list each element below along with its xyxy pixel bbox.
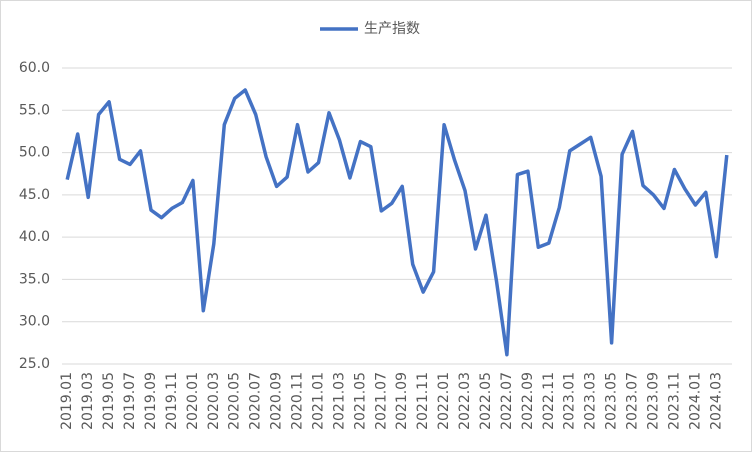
x-tick-label: 2019.01 [59,372,75,430]
x-tick-label: 2019.07 [122,372,138,430]
x-tick-label: 2021.09 [394,372,410,430]
x-tick-label: 2023.03 [583,372,599,430]
x-tick-label: 2023.01 [562,372,578,430]
y-tick-label: 30.0 [19,314,50,330]
x-tick-label: 2022.07 [499,372,515,430]
x-tick-label: 2021.05 [352,372,368,430]
y-tick-label: 50.0 [19,145,50,161]
x-tick-label: 2022.05 [478,372,494,430]
x-tick-label: 2019.05 [101,372,117,430]
x-tick-label: 2022.03 [457,372,473,430]
x-tick-label: 2022.01 [436,372,452,430]
data-line [65,88,729,357]
y-tick-label: 35.0 [19,271,50,287]
y-tick-label: 45.0 [19,187,50,203]
x-tick-label: 2023.11 [666,372,682,430]
x-tick-label: 2023.09 [645,372,661,430]
x-tick-label: 2020.03 [206,372,222,430]
x-tick-label: 2021.07 [373,372,389,430]
x-tick-label: 2020.07 [248,372,264,430]
x-tick-label: 2020.05 [227,372,243,430]
x-tick-label: 2024.03 [708,372,724,430]
x-tick-label: 2024.01 [687,372,703,430]
legend-label: 生产指数 [364,21,420,37]
x-tick-label: 2023.05 [604,372,620,430]
x-tick-label: 2020.11 [290,372,306,430]
x-tick-label: 2019.03 [80,372,96,430]
x-tick-label: 2020.09 [269,372,285,430]
x-tick-label: 2022.09 [520,372,536,430]
x-tick-label: 2019.09 [143,372,159,430]
x-tick-label: 2021.03 [331,372,347,430]
y-tick-label: 60.0 [19,60,50,76]
x-tick-label: 2021.11 [415,372,431,430]
x-tick-label: 2023.07 [625,372,641,430]
x-tick-label: 2019.11 [164,372,180,430]
x-tick-label: 2021.01 [310,372,326,430]
y-tick-label: 25.0 [19,356,50,372]
y-tick-label: 55.0 [19,102,50,118]
x-tick-label: 2020.01 [185,372,201,430]
y-tick-label: 40.0 [19,229,50,245]
x-tick-label: 2022.11 [541,372,557,430]
